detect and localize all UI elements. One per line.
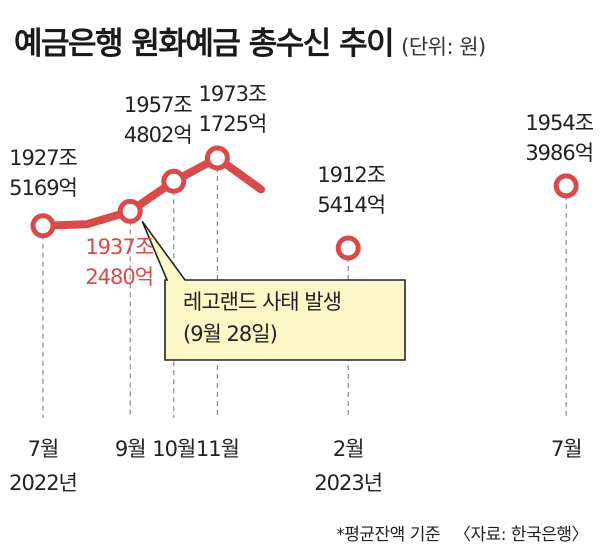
unit-label: (단위: 원) — [401, 35, 486, 59]
data-label: 1725억 — [199, 112, 267, 136]
data-label: 2480억 — [85, 265, 153, 289]
source-label: 〈자료: 한국은행〉 — [454, 525, 588, 545]
data-label: 1954조 — [525, 111, 593, 135]
data-label: 5169억 — [9, 176, 77, 200]
chart-title: 예금은행 원화예금 총수신 추이 — [14, 26, 395, 62]
x-tick-label: 7월 — [551, 437, 582, 461]
data-label: 3986억 — [525, 141, 593, 165]
footnote-row: *평균잔액 기준 〈자료: 한국은행〉 — [336, 520, 588, 545]
callout-line2: (9월 28일) — [183, 322, 278, 346]
data-label: 1937조 — [85, 235, 153, 259]
data-label: 5414억 — [317, 193, 385, 217]
x-tick-label: 9월 — [115, 437, 146, 461]
data-point — [204, 145, 230, 171]
x-tick-year: 2023년 — [314, 471, 382, 495]
data-points — [30, 145, 579, 261]
x-tick-year: 2022년 — [9, 471, 77, 495]
data-label: 1957조 — [124, 93, 192, 117]
x-tick-label: 2월 — [333, 437, 364, 461]
chart-title-block: 예금은행 원화예금 총수신 추이 (단위: 원) — [14, 18, 486, 63]
data-point — [335, 235, 361, 261]
data-label: 1973조 — [199, 82, 267, 106]
data-label: 4802억 — [124, 123, 192, 147]
footnote: *평균잔액 기준 — [336, 525, 441, 545]
data-point — [30, 213, 56, 239]
x-axis-ticks: 7월 2022년 9월 10월 11월 2월 2023년 7월 — [9, 437, 582, 495]
data-labels: 1927조 5169억 1937조 2480억 1957조 4802억 1973조 1725억… — [9, 82, 595, 289]
callout-line1: 레고랜드 사태 발생 — [183, 290, 342, 314]
callout: 레고랜드 사태 발생 (9월 28일) — [165, 280, 405, 360]
callout-box — [141, 220, 406, 361]
data-point — [117, 198, 143, 224]
data-point — [553, 173, 579, 199]
x-tick-label: 10월 — [152, 437, 195, 461]
data-label: 1927조 — [9, 146, 77, 170]
data-point — [161, 168, 187, 194]
x-tick-label: 11월 — [196, 437, 239, 461]
x-tick-label: 7월 — [28, 437, 59, 461]
data-label: 1912조 — [317, 163, 385, 187]
